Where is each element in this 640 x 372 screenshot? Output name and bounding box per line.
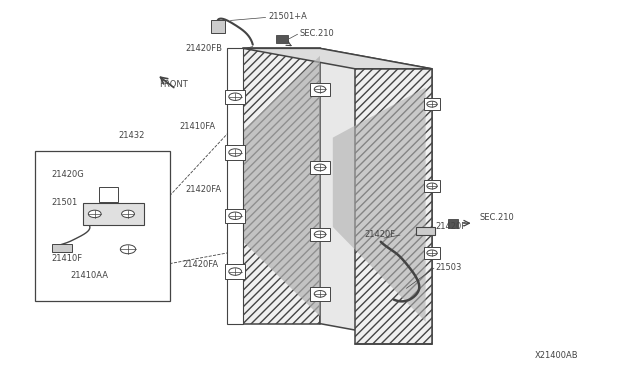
Bar [35, 151, 170, 301]
Polygon shape [243, 48, 432, 69]
Circle shape [229, 149, 242, 156]
Text: 21420FB: 21420FB [186, 44, 223, 53]
Text: 21501+A: 21501+A [269, 12, 308, 21]
Text: X21400AB: X21400AB [535, 351, 579, 360]
Bar [424, 247, 440, 259]
Bar [52, 244, 72, 252]
Text: 21432: 21432 [118, 131, 145, 140]
Bar [310, 287, 330, 301]
Bar [416, 227, 435, 235]
Circle shape [229, 268, 242, 275]
Text: 21503: 21503 [435, 263, 461, 272]
Bar [225, 145, 245, 160]
Circle shape [229, 212, 242, 219]
Bar [227, 48, 243, 324]
Bar [211, 20, 225, 33]
Polygon shape [320, 48, 432, 344]
Circle shape [88, 210, 101, 218]
Bar [310, 161, 330, 174]
Text: 21420FA: 21420FA [182, 260, 218, 269]
Circle shape [427, 101, 437, 107]
Circle shape [314, 164, 326, 171]
Circle shape [314, 291, 326, 297]
Bar [225, 90, 245, 104]
Text: 21410F: 21410F [51, 254, 83, 263]
Text: 21420G: 21420G [51, 170, 84, 179]
Bar [99, 187, 118, 202]
Circle shape [427, 183, 437, 189]
Polygon shape [355, 69, 432, 344]
Text: FRONT: FRONT [159, 80, 188, 89]
Bar [225, 264, 245, 279]
Text: SEC.210: SEC.210 [480, 213, 515, 222]
Circle shape [427, 250, 437, 256]
Text: SEC.210: SEC.210 [300, 29, 334, 38]
Circle shape [122, 210, 134, 218]
Circle shape [120, 245, 136, 254]
Bar [276, 35, 288, 43]
Circle shape [314, 231, 326, 238]
Text: 21420FA: 21420FA [186, 185, 221, 194]
Text: 21420F: 21420F [435, 222, 467, 231]
Circle shape [229, 93, 242, 100]
Bar [424, 98, 440, 110]
Polygon shape [333, 87, 426, 322]
Circle shape [314, 86, 326, 93]
Text: 21501: 21501 [51, 198, 77, 207]
Bar [83, 203, 144, 225]
Text: 21410FA: 21410FA [179, 122, 215, 131]
Bar [310, 228, 330, 241]
Bar [225, 209, 245, 223]
Bar [448, 219, 458, 228]
Bar [424, 180, 440, 192]
Polygon shape [243, 56, 320, 316]
Text: 21420F: 21420F [365, 230, 396, 239]
Polygon shape [243, 48, 320, 324]
Text: 21410AA: 21410AA [70, 271, 108, 280]
Bar [310, 83, 330, 96]
